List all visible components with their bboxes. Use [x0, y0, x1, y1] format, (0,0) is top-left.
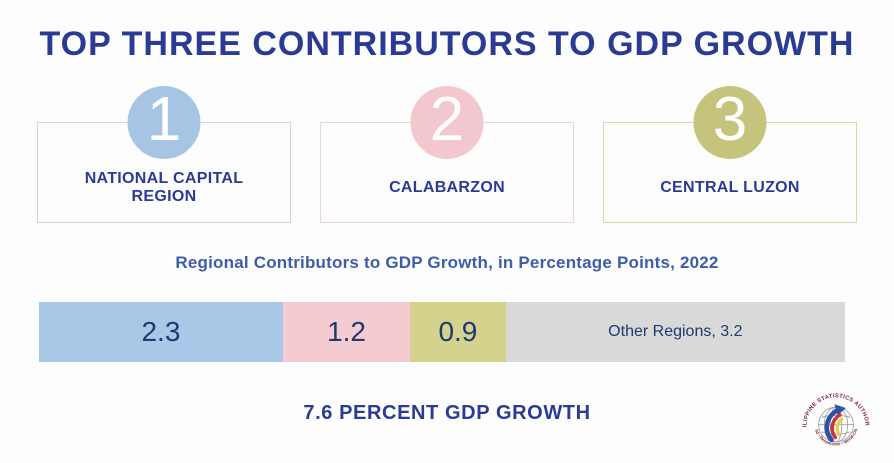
region-name: CALABARZON — [389, 178, 505, 196]
ranking-card-ncr: 1 NATIONAL CAPITAL REGION — [37, 84, 291, 224]
rank-circle: 2 — [410, 84, 484, 160]
rank-number: 2 — [429, 84, 465, 154]
rank-circle: 1 — [127, 84, 201, 160]
ranking-cards: 1 NATIONAL CAPITAL REGION 2 CALABARZON 3… — [0, 84, 894, 224]
segment-value: 1.2 — [327, 316, 367, 348]
region-name: NATIONAL CAPITAL REGION — [84, 169, 244, 205]
segment-value: Other Regions, 3.2 — [608, 323, 743, 341]
page-title: TOP THREE CONTRIBUTORS TO GDP GROWTH — [39, 25, 855, 63]
ranking-card-calabarzon: 2 CALABARZON — [320, 84, 574, 224]
bar-segment-other-regions: Other Regions, 3.2 — [505, 302, 846, 363]
bar-segment-calabarzon: 1.2 — [282, 302, 411, 363]
rank-number: 3 — [712, 84, 748, 154]
bar-segment-ncr: 2.3 — [39, 302, 283, 363]
segment-value: 0.9 — [438, 316, 478, 348]
stacked-bar-chart: 2.3 1.2 0.9 Other Regions, 3.2 — [39, 302, 846, 363]
ranking-card-central-luzon: 3 CENTRAL LUZON — [603, 84, 857, 224]
region-name: CENTRAL LUZON — [660, 178, 800, 196]
gdp-growth-headline: 7.6 PERCENT GDP GROWTH — [303, 402, 591, 425]
segment-value: 2.3 — [141, 316, 181, 348]
chart-title: Regional Contributors to GDP Growth, in … — [175, 253, 719, 273]
logo-swoosh-icon — [824, 404, 846, 443]
bar-segment-central-luzon: 0.9 — [410, 302, 506, 363]
psa-logo: PHILIPPINE STATISTICS AUTHORITY Solid • … — [798, 386, 869, 447]
rank-number: 1 — [146, 84, 182, 154]
rank-circle: 3 — [693, 84, 767, 160]
